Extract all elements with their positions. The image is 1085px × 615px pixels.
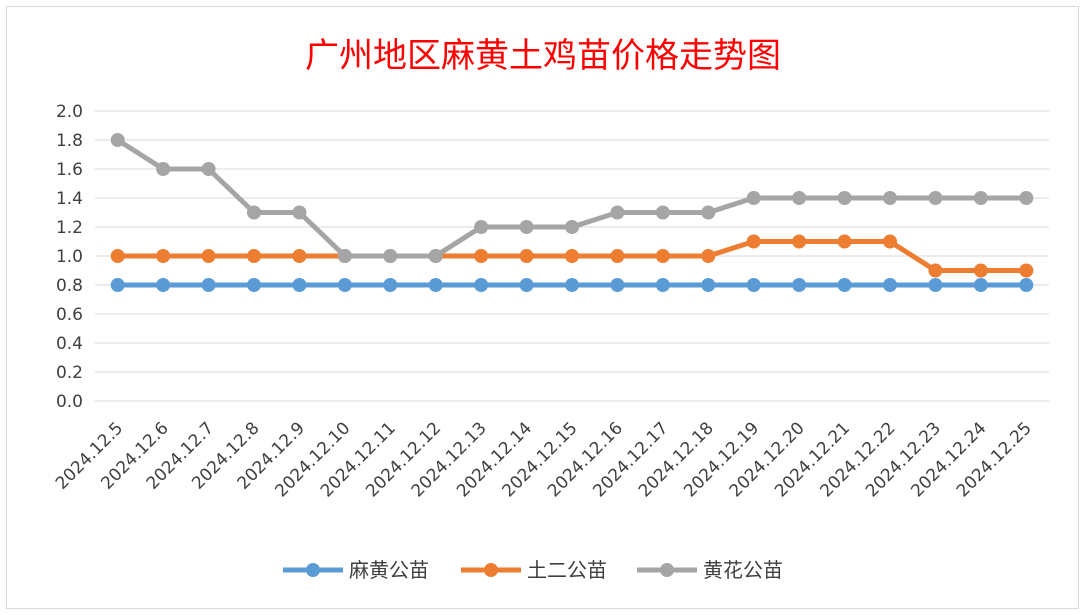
data-point xyxy=(746,278,761,292)
data-point xyxy=(610,205,625,220)
data-point xyxy=(565,278,579,292)
legend-swatch-marker xyxy=(484,563,498,577)
data-point xyxy=(746,234,761,249)
data-point xyxy=(792,191,807,205)
data-point xyxy=(156,162,171,176)
legend-item: 麻黄公苗 xyxy=(283,558,429,582)
data-point xyxy=(610,278,625,292)
data-point xyxy=(1019,263,1034,278)
series-1 xyxy=(110,278,1034,292)
data-point xyxy=(928,278,943,292)
data-point xyxy=(428,278,443,292)
legend-item: 土二公苗 xyxy=(461,558,607,582)
data-point xyxy=(973,191,988,205)
data-point xyxy=(383,249,398,263)
data-point xyxy=(655,249,670,263)
chart-title: 广州地区麻黄土鸡苗价格走势图 xyxy=(305,36,781,76)
data-point xyxy=(1019,278,1034,292)
legend-label: 麻黄公苗 xyxy=(349,558,429,582)
data-point xyxy=(474,278,489,292)
data-point xyxy=(883,191,897,205)
data-point xyxy=(474,249,489,263)
data-point xyxy=(292,278,307,292)
line-chart: 广州地区麻黄土鸡苗价格走势图 0.0 0.2 0.4 0.6 0.8 1.0 1.2 1.4 1… xyxy=(52,36,1049,582)
y-tick-label: 0.0 xyxy=(56,392,83,412)
data-point xyxy=(292,249,307,263)
data-point xyxy=(701,278,716,292)
data-point xyxy=(928,263,943,278)
data-point xyxy=(883,234,897,249)
legend-label: 土二公苗 xyxy=(527,558,607,582)
data-point xyxy=(519,220,534,234)
data-point xyxy=(247,249,261,263)
data-point xyxy=(110,133,125,147)
y-tick-label: 2.0 xyxy=(56,102,83,122)
data-point xyxy=(610,249,625,263)
data-point xyxy=(337,249,352,263)
data-point xyxy=(110,249,125,263)
y-tick-label: 1.6 xyxy=(56,160,83,180)
data-point xyxy=(201,162,216,176)
data-point xyxy=(201,249,216,263)
x-axis-ticks: 2024.12.52024.12.62024.12.72024.12.82024… xyxy=(52,418,1036,501)
data-point xyxy=(519,249,534,263)
data-point xyxy=(383,278,398,292)
data-point xyxy=(428,249,443,263)
legend-label: 黄花公苗 xyxy=(703,558,783,582)
data-point xyxy=(792,234,807,249)
y-tick-label: 0.2 xyxy=(56,363,83,383)
data-point xyxy=(247,205,261,220)
data-point xyxy=(837,278,852,292)
series-group xyxy=(110,133,1034,292)
legend: 麻黄公苗 土二公苗 黄花公苗 xyxy=(283,558,783,582)
data-point xyxy=(565,249,579,263)
data-point xyxy=(973,263,988,278)
data-point xyxy=(701,205,716,220)
data-point xyxy=(247,278,261,292)
legend-swatch-marker xyxy=(306,563,320,577)
data-point xyxy=(565,220,579,234)
data-point xyxy=(474,220,489,234)
y-tick-label: 1.8 xyxy=(56,131,83,151)
chart-frame: 广州地区麻黄土鸡苗价格走势图 0.0 0.2 0.4 0.6 0.8 1.0 1.2 1.4 1… xyxy=(6,6,1079,609)
y-axis-ticks: 0.0 0.2 0.4 0.6 0.8 1.0 1.2 1.4 1.6 1.8 2.0 xyxy=(56,102,83,412)
y-tick-label: 0.4 xyxy=(56,334,83,354)
data-point xyxy=(837,234,852,249)
legend-swatch-marker xyxy=(660,563,674,577)
y-tick-label: 1.0 xyxy=(56,247,83,267)
data-point xyxy=(655,205,670,220)
y-tick-label: 0.8 xyxy=(56,276,83,296)
data-point xyxy=(837,191,852,205)
data-point xyxy=(973,278,988,292)
data-point xyxy=(928,191,943,205)
data-point xyxy=(701,249,716,263)
y-tick-label: 0.6 xyxy=(56,305,83,325)
data-point xyxy=(792,278,807,292)
data-point xyxy=(337,278,352,292)
data-point xyxy=(292,205,307,220)
series-3 xyxy=(110,133,1034,263)
data-point xyxy=(883,278,897,292)
data-point xyxy=(201,278,216,292)
data-point xyxy=(519,278,534,292)
legend-item: 黄花公苗 xyxy=(637,558,783,582)
y-tick-label: 1.4 xyxy=(56,189,83,209)
data-point xyxy=(746,191,761,205)
data-point xyxy=(655,278,670,292)
data-point xyxy=(156,278,171,292)
data-point xyxy=(1019,191,1034,205)
data-point xyxy=(156,249,171,263)
data-point xyxy=(110,278,125,292)
y-tick-label: 1.2 xyxy=(56,218,83,238)
